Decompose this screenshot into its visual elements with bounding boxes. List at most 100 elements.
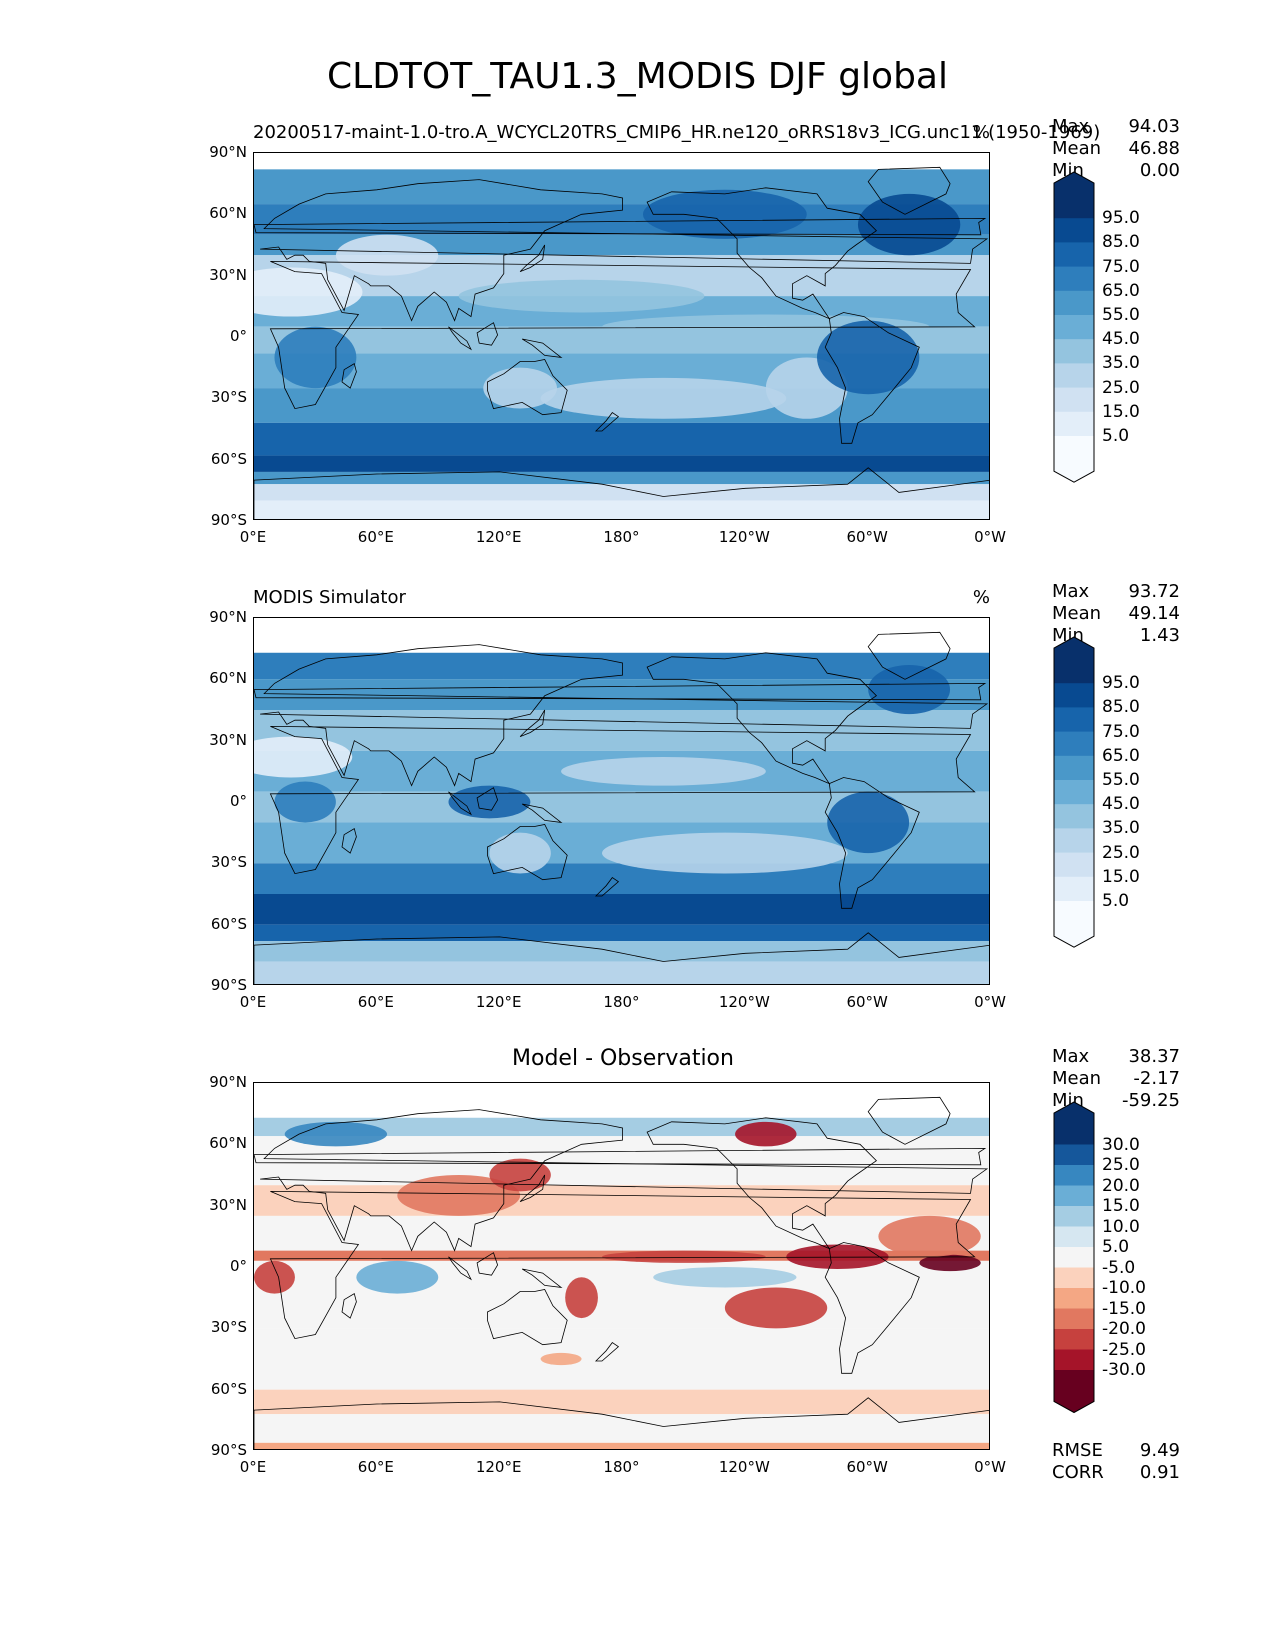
colorbar-segment bbox=[1054, 659, 1094, 684]
x-tick-label: 60°W bbox=[846, 1458, 888, 1476]
colorbar-segment bbox=[1054, 290, 1094, 316]
colorbar-segment bbox=[1054, 707, 1094, 733]
y-tick-label: 90°N bbox=[209, 1073, 247, 1091]
y-tick-label: 60°N bbox=[209, 1134, 247, 1153]
colorbar-tick-label: 20.0 bbox=[1102, 1175, 1140, 1196]
coastline-africa bbox=[269, 1191, 976, 1340]
x-tick-label: 180° bbox=[603, 1458, 640, 1476]
field-band bbox=[254, 422, 989, 456]
field-feature bbox=[284, 1121, 388, 1147]
colorbar-tick-label: 30.0 bbox=[1102, 1134, 1140, 1155]
coastline-australia bbox=[487, 359, 568, 416]
colorbar-extend-bottom bbox=[1054, 460, 1094, 483]
stat-label: Mean bbox=[1052, 138, 1102, 159]
colorbar bbox=[1053, 636, 1095, 948]
coastline-borneo bbox=[476, 322, 499, 346]
field-feature bbox=[602, 832, 848, 874]
coastline-namerica bbox=[646, 1117, 878, 1250]
stat-value: 38.37 bbox=[1128, 1046, 1180, 1067]
y-tick-label: 60°S bbox=[210, 914, 247, 933]
colorbar-segment bbox=[1054, 436, 1094, 461]
coastline-namerica bbox=[646, 187, 878, 320]
colorbar-segment bbox=[1054, 1349, 1094, 1371]
coastline-nz bbox=[594, 877, 620, 897]
map-svg bbox=[254, 153, 989, 519]
colorbar-segment bbox=[1054, 876, 1094, 902]
field-band bbox=[254, 863, 989, 894]
x-tick-label: 120°W bbox=[718, 993, 770, 1011]
colorbar-tick-label: 25.0 bbox=[1102, 1155, 1140, 1175]
coastline-australia bbox=[487, 1289, 568, 1346]
coastline-europe_asia bbox=[260, 1109, 989, 1252]
colorbar-outline bbox=[1053, 1101, 1095, 1414]
colorbar-segment bbox=[1054, 1206, 1094, 1227]
colorbar-segment bbox=[1054, 755, 1094, 781]
stat-value: 46.88 bbox=[1128, 138, 1180, 159]
y-tick-label: 30°N bbox=[209, 265, 247, 284]
stat-label: RMSE bbox=[1052, 1440, 1103, 1461]
y-tick-label: 90°S bbox=[210, 511, 247, 529]
field-band bbox=[254, 1442, 989, 1449]
stat-max: Max 93.72 bbox=[1052, 581, 1180, 603]
coastline-uk bbox=[254, 1147, 987, 1166]
coastline-newguinea bbox=[521, 338, 563, 358]
field-feature bbox=[816, 320, 920, 395]
field-band bbox=[254, 1185, 989, 1216]
coastline-greenland bbox=[867, 631, 951, 680]
field-feature bbox=[857, 193, 961, 256]
colorbar-outline bbox=[1053, 636, 1095, 948]
figure-title: CLDTOT_TAU1.3_MODIS DJF global bbox=[327, 56, 948, 97]
field-band bbox=[254, 471, 989, 485]
x-tick-label: 180° bbox=[603, 528, 640, 546]
colorbar-segment bbox=[1054, 315, 1094, 340]
coastline-samerica bbox=[824, 777, 920, 909]
colorbar-tick-label: -10.0 bbox=[1102, 1278, 1146, 1298]
coastline-europe_asia bbox=[260, 179, 989, 322]
colorbar bbox=[1053, 1101, 1095, 1414]
stat-label: Max bbox=[1052, 581, 1090, 602]
colorbar-tick-label: 75.0 bbox=[1102, 721, 1140, 742]
y-tick-label: 0° bbox=[229, 1257, 247, 1275]
colorbar-segment bbox=[1054, 1267, 1094, 1289]
field-band bbox=[254, 500, 989, 519]
field-band bbox=[254, 234, 989, 256]
colorbar-segment bbox=[1054, 804, 1094, 829]
coastline-borneo bbox=[476, 1252, 499, 1276]
colorbar-tick-label: 25.0 bbox=[1102, 842, 1140, 863]
stat-value: 0.00 bbox=[1139, 160, 1180, 181]
coastline-antarctica bbox=[254, 467, 989, 519]
coastline-madagascar bbox=[341, 827, 357, 854]
stat-mean: Mean 46.88 bbox=[1052, 138, 1180, 160]
colorbar-tick-label: 95.0 bbox=[1102, 673, 1140, 694]
y-tick-label: 30°S bbox=[210, 853, 247, 872]
y-tick-label: 0° bbox=[229, 792, 247, 810]
colorbar-segment bbox=[1054, 266, 1094, 292]
coastline-nz bbox=[594, 1342, 620, 1362]
colorbar-outline bbox=[1053, 171, 1095, 483]
stat-label: Mean bbox=[1052, 1068, 1102, 1089]
field-feature bbox=[254, 736, 353, 778]
stat-value: 9.49 bbox=[1139, 1440, 1180, 1461]
colorbar-tick-label: 5.0 bbox=[1102, 1237, 1130, 1257]
field-feature bbox=[458, 279, 705, 313]
field-band bbox=[254, 169, 989, 205]
colorbar-segment bbox=[1054, 1247, 1094, 1268]
colorbar-segment bbox=[1054, 780, 1094, 805]
stat-value: -59.25 bbox=[1121, 1090, 1180, 1111]
colorbar-segment bbox=[1054, 1288, 1094, 1309]
field-feature bbox=[653, 1267, 797, 1288]
map-plot bbox=[253, 1082, 990, 1450]
stat-label: CORR bbox=[1052, 1462, 1104, 1483]
field-feature bbox=[274, 781, 336, 823]
stat-value: 93.72 bbox=[1128, 581, 1180, 602]
field-feature bbox=[489, 1158, 551, 1192]
coastline-madagascar bbox=[341, 1292, 357, 1319]
colorbar-extend-top bbox=[1054, 637, 1094, 659]
field-feature bbox=[483, 367, 557, 409]
units-label: % bbox=[972, 587, 990, 608]
field-band bbox=[254, 1414, 989, 1443]
colorbar-tick-label: 15.0 bbox=[1102, 1196, 1140, 1216]
stat-label: Max bbox=[1052, 116, 1090, 137]
field-band bbox=[254, 941, 989, 962]
colorbar-segment bbox=[1054, 194, 1094, 219]
